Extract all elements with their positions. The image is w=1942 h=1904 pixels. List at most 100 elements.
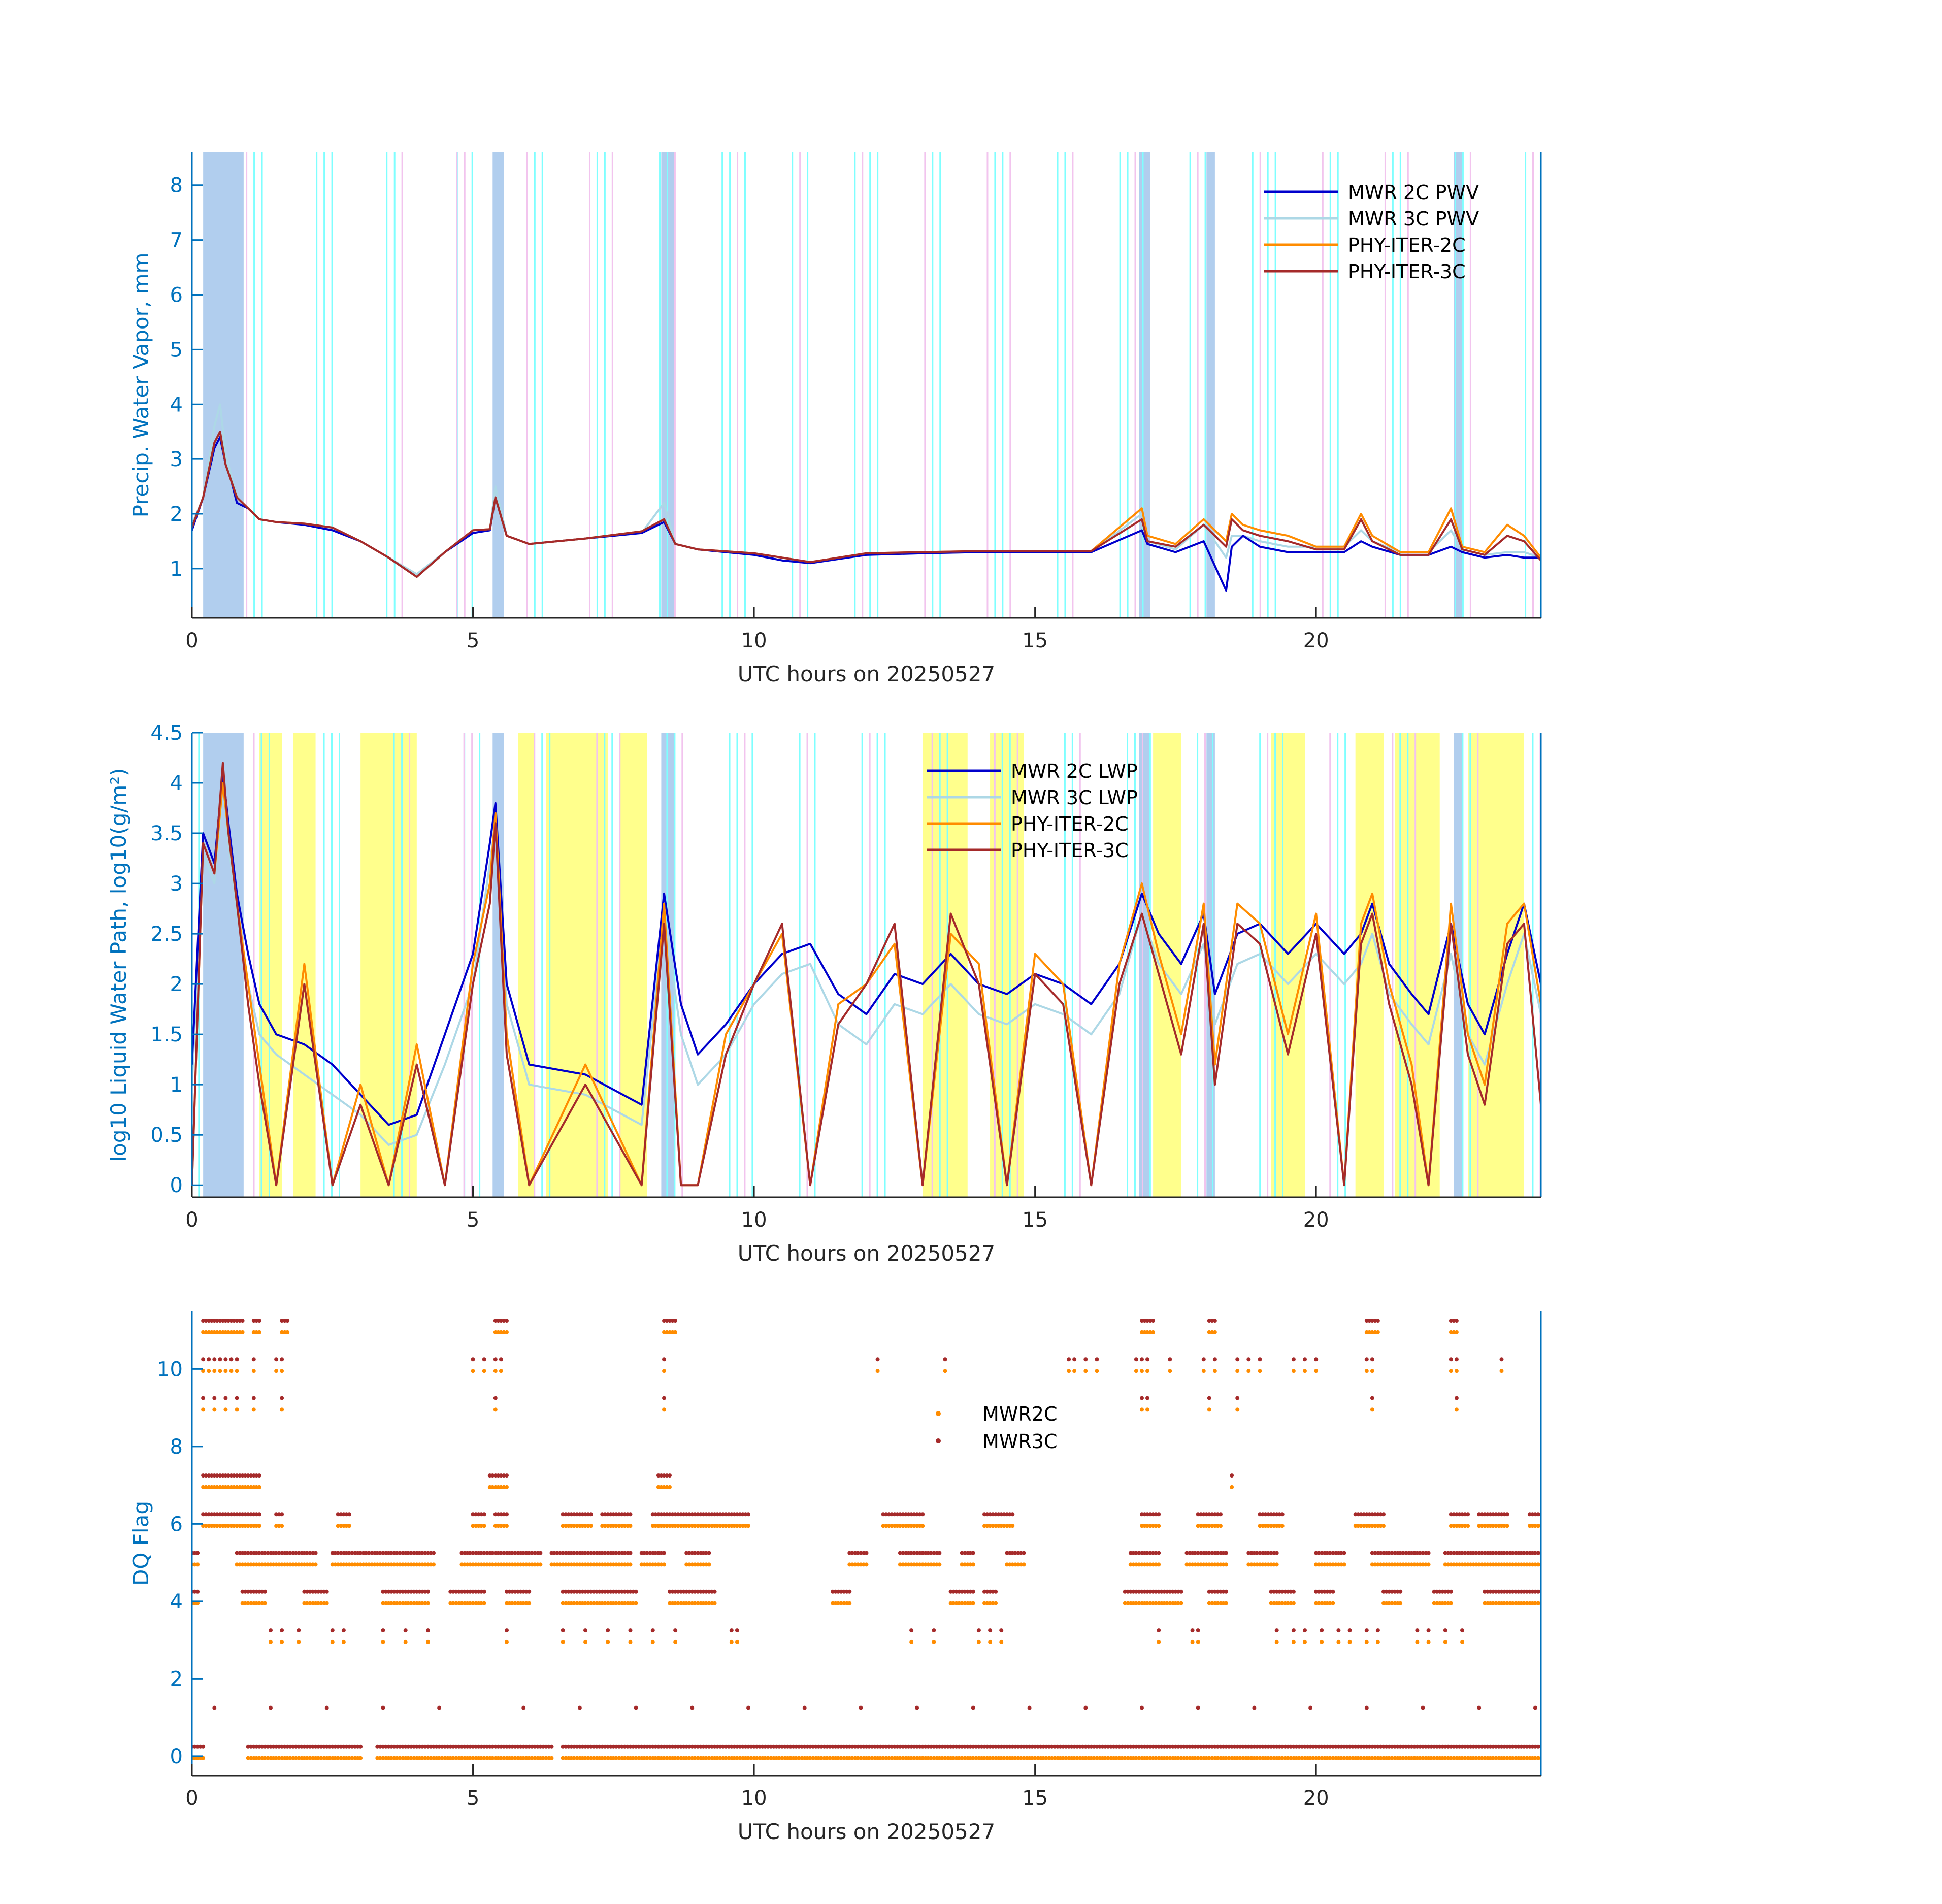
dq-point-mwr2c xyxy=(982,1524,986,1528)
dq-point-mwr3c xyxy=(549,1744,554,1749)
dq-point-mwr3c xyxy=(204,1473,208,1478)
dq-point-mwr3c xyxy=(1140,1744,1144,1749)
dq-point-mwr2c xyxy=(350,1562,354,1567)
dq-point-mwr3c xyxy=(280,1319,284,1323)
dq-point-mwr3c xyxy=(1412,1744,1417,1749)
dq-point-mwr2c xyxy=(1188,1756,1192,1760)
dq-point-mwr2c xyxy=(280,1330,284,1334)
dq-point-mwr3c xyxy=(1460,1551,1464,1555)
dq-point-mwr2c xyxy=(836,1756,841,1760)
dq-point-mwr2c xyxy=(1345,1756,1349,1760)
dq-point-mwr3c xyxy=(1449,1357,1453,1362)
dq-point-mwr3c xyxy=(1212,1357,1217,1362)
dq-point-mwr3c xyxy=(1325,1551,1330,1555)
dq-point-mwr2c xyxy=(1089,1756,1094,1760)
dq-point-mwr3c xyxy=(223,1319,228,1323)
dq-point-mwr3c xyxy=(577,1512,582,1517)
dq-point-mwr2c xyxy=(1137,1601,1141,1605)
dq-point-mwr3c xyxy=(1387,1744,1392,1749)
dq-point-mwr2c xyxy=(530,1562,534,1567)
dq-point-mwr2c xyxy=(656,1562,661,1567)
dq-point-mwr2c xyxy=(479,1562,484,1567)
dq-point-mwr3c xyxy=(1142,1589,1147,1594)
dq-point-mwr3c xyxy=(758,1744,762,1749)
dq-point-mwr3c xyxy=(254,1744,259,1749)
dq-point-mwr2c xyxy=(1212,1369,1217,1373)
dq-point-mwr3c xyxy=(474,1551,478,1555)
dq-point-mwr2c xyxy=(412,1562,416,1567)
dq-point-mwr3c xyxy=(496,1473,501,1478)
dq-point-mwr3c xyxy=(280,1357,284,1362)
dq-point-mwr3c xyxy=(575,1551,579,1555)
dq-point-mwr2c xyxy=(220,1330,225,1334)
dq-point-mwr3c xyxy=(1142,1512,1147,1517)
dq-point-mwr2c xyxy=(665,1330,669,1334)
dq-point-mwr2c xyxy=(985,1601,990,1605)
dq-point-mwr2c xyxy=(1148,1330,1153,1334)
dq-point-mwr2c xyxy=(482,1562,486,1567)
dq-point-mwr2c xyxy=(673,1330,678,1334)
dq-point-mwr2c xyxy=(698,1601,703,1605)
dq-point-mwr3c xyxy=(381,1744,385,1749)
dq-point-mwr2c xyxy=(462,1756,467,1760)
dq-point-mwr2c xyxy=(687,1601,692,1605)
dq-point-mwr2c xyxy=(1483,1601,1487,1605)
dq-point-mwr3c xyxy=(1263,1551,1268,1555)
dq-point-mwr2c xyxy=(932,1562,936,1567)
dq-point-mwr2c xyxy=(698,1562,703,1567)
dq-point-mwr2c xyxy=(960,1601,964,1605)
dq-point-mwr2c xyxy=(600,1524,605,1528)
dq-point-mwr3c xyxy=(1013,1744,1017,1749)
dq-point-mwr2c xyxy=(1395,1756,1400,1760)
dq-point-mwr3c xyxy=(375,1744,380,1749)
dq-point-mwr2c xyxy=(738,1524,742,1528)
dq-point-mwr2c xyxy=(608,1562,613,1567)
dq-point-mwr2c xyxy=(336,1756,340,1760)
dq-point-mwr3c xyxy=(443,1744,447,1749)
dq-point-mwr3c xyxy=(1123,1589,1127,1594)
dq-point-mwr2c xyxy=(884,1756,888,1760)
dq-point-mwr2c xyxy=(1536,1562,1540,1567)
dq-point-mwr2c xyxy=(597,1562,602,1567)
dq-point-mwr2c xyxy=(1384,1756,1389,1760)
dq-point-mwr2c xyxy=(1370,1407,1374,1412)
dq-point-mwr2c xyxy=(1463,1524,1467,1528)
dq-point-mwr2c xyxy=(749,1756,753,1760)
dq-point-mwr3c xyxy=(1072,1744,1077,1749)
dq-point-mwr3c xyxy=(1370,1744,1374,1749)
dq-point-mwr3c xyxy=(1533,1512,1537,1517)
dq-point-mwr2c xyxy=(487,1485,492,1489)
dq-point-mwr2c xyxy=(229,1524,234,1528)
dq-point-mwr2c xyxy=(687,1756,692,1760)
dq-point-mwr2c xyxy=(892,1756,897,1760)
dq-point-mwr2c xyxy=(1154,1756,1158,1760)
dq-point-mwr3c xyxy=(1525,1551,1529,1555)
dq-point-mwr2c xyxy=(510,1756,514,1760)
dq-point-mwr2c xyxy=(516,1562,520,1567)
dq-point-mwr2c xyxy=(420,1756,424,1760)
dq-point-mwr3c xyxy=(482,1744,486,1749)
dq-point-mwr2c xyxy=(619,1524,624,1528)
dq-point-mwr2c xyxy=(1316,1756,1321,1760)
dq-point-mwr3c xyxy=(1381,1551,1386,1555)
dq-point-mwr3c xyxy=(305,1551,309,1555)
dq-point-mwr2c xyxy=(738,1756,742,1760)
dq-point-mwr2c xyxy=(802,1756,807,1760)
dq-point-mwr2c xyxy=(1173,1601,1178,1605)
dq-point-mwr2c xyxy=(614,1562,618,1567)
dq-point-mwr2c xyxy=(1210,1562,1214,1567)
dq-point-mwr2c xyxy=(293,1562,298,1567)
dq-point-mwr3c xyxy=(291,1744,295,1749)
dq-point-mwr2c xyxy=(308,1756,312,1760)
dq-point-mwr3c xyxy=(1013,1551,1017,1555)
dq-point-mwr3c xyxy=(1364,1357,1369,1362)
dq-point-mwr3c xyxy=(533,1551,537,1555)
dq-point-mwr3c xyxy=(448,1744,453,1749)
dq-point-mwr3c xyxy=(1219,1589,1223,1594)
dq-point-mwr3c xyxy=(493,1396,498,1400)
dq-point-mwr3c xyxy=(412,1744,416,1749)
dq-point-mwr3c xyxy=(996,1744,1001,1749)
dq-point-mwr2c xyxy=(915,1562,919,1567)
dq-point-mwr3c xyxy=(1471,1744,1476,1749)
dq-point-mwr2c xyxy=(1064,1756,1068,1760)
